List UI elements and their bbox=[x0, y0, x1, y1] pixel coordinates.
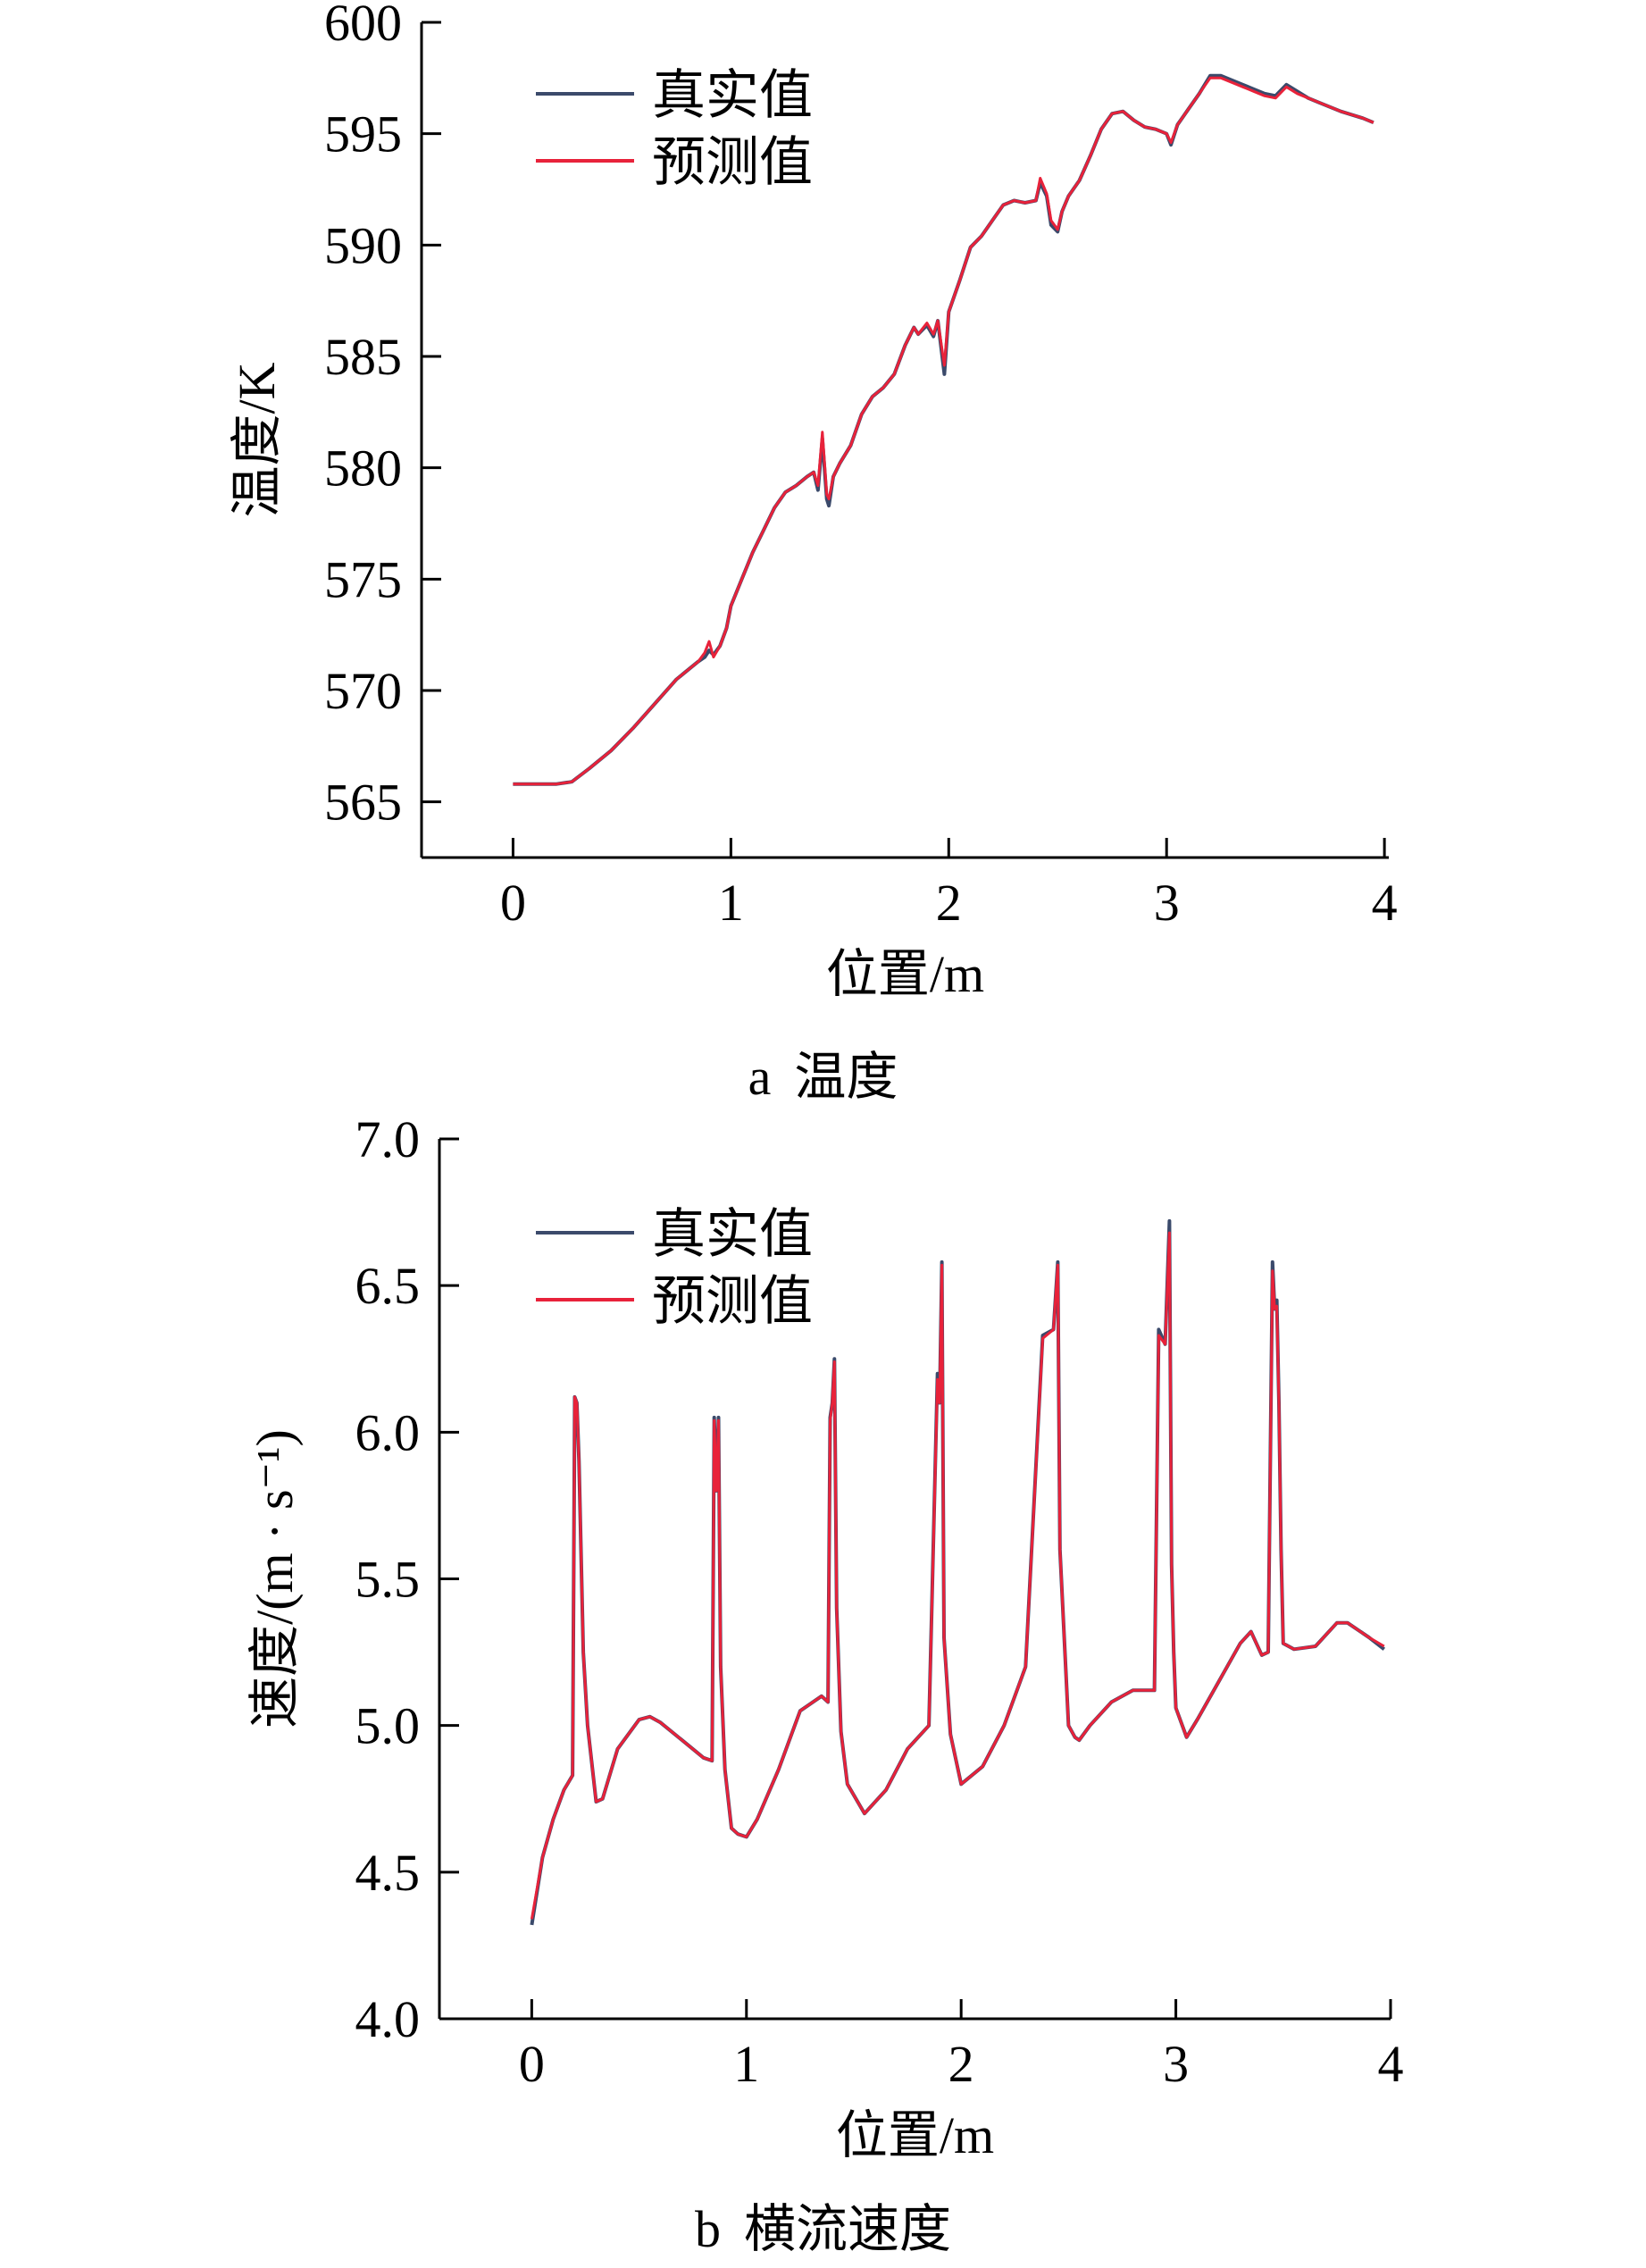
y-tick-label: 570 bbox=[324, 662, 402, 720]
y-tick-label: 575 bbox=[324, 550, 402, 608]
caption-letter: a bbox=[748, 1048, 772, 1106]
caption-temperature: a 温度 bbox=[0, 1034, 1646, 1109]
y-tick-label: 600 bbox=[324, 0, 402, 52]
y-tick-label: 5.0 bbox=[355, 1697, 421, 1755]
y-tick-label: 4.0 bbox=[355, 1990, 421, 2048]
chart-panel-temperature: 0 1 2 3 4 565 570 575 580 585 590 595 600 位置/m 温度/K 真实值… bbox=[0, 0, 1646, 1117]
y-tick-label: 580 bbox=[324, 439, 402, 498]
legend-label-predicted: 预测值 bbox=[652, 1272, 813, 1331]
y-tick-label: 6.5 bbox=[355, 1257, 421, 1315]
velocity-chart: 0 1 2 3 4 4.0 4.5 5.0 5.5 6.0 6.5 7.0 位置/m 速度/(m · s⁻… bbox=[246, 1117, 1404, 2164]
x-tick-label: 2 bbox=[936, 874, 962, 932]
x-tick-label: 1 bbox=[718, 874, 744, 932]
series-line-predicted bbox=[513, 76, 1374, 786]
x-tick-label: 4 bbox=[1372, 874, 1398, 932]
y-tick-label: 565 bbox=[324, 774, 402, 832]
caption-velocity: b 横流速度 bbox=[0, 2187, 1646, 2262]
x-tick-label: 3 bbox=[1154, 874, 1180, 932]
y-tick-label: 585 bbox=[324, 328, 402, 386]
y-tick-label: 5.5 bbox=[355, 1551, 421, 1609]
y-tick-label: 4.5 bbox=[355, 1844, 421, 1902]
x-tick-label: 2 bbox=[948, 2035, 974, 2093]
chart-panel-velocity: 0 1 2 3 4 4.0 4.5 5.0 5.5 6.0 6.5 7.0 位置/m 速度/(m · s⁻… bbox=[0, 1117, 1646, 2268]
series-line-true bbox=[513, 73, 1374, 786]
legend-label-true: 真实值 bbox=[652, 66, 813, 125]
y-tick-label: 7.0 bbox=[355, 1117, 421, 1168]
caption-text: 温度 bbox=[794, 1048, 898, 1106]
y-tick-label: 590 bbox=[324, 216, 402, 274]
caption-letter: b bbox=[694, 2200, 721, 2258]
x-tick-label: 3 bbox=[1163, 2035, 1189, 2093]
x-tick-label: 0 bbox=[519, 2035, 545, 2093]
x-axis-label: 位置/m bbox=[826, 945, 984, 1003]
x-tick-label: 1 bbox=[733, 2035, 759, 2093]
series-line-predicted bbox=[530, 1231, 1385, 1920]
y-axis-label: 温度/K bbox=[228, 362, 286, 517]
y-axis-label: 速度/(m · s⁻¹) bbox=[246, 1429, 304, 1728]
x-tick-label: 0 bbox=[500, 874, 526, 932]
x-tick-label: 4 bbox=[1378, 2035, 1404, 2093]
y-tick-label: 595 bbox=[324, 105, 402, 163]
caption-text: 横流速度 bbox=[743, 2200, 951, 2258]
legend-label-true: 真实值 bbox=[652, 1205, 813, 1264]
legend-label-predicted: 预测值 bbox=[652, 133, 813, 192]
temperature-chart: 0 1 2 3 4 565 570 575 580 585 590 595 600 位置/m 温度/K 真实值… bbox=[228, 0, 1398, 1003]
x-axis-label: 位置/m bbox=[836, 2106, 994, 2164]
y-tick-label: 6.0 bbox=[355, 1403, 421, 1461]
